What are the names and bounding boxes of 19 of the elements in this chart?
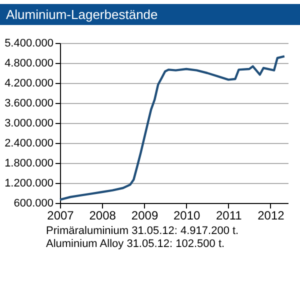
y-tick-label: 2.400.000 — [4, 138, 54, 150]
x-tick-label: 2010 — [173, 208, 201, 222]
x-tick-label: 2012 — [258, 208, 285, 222]
text: Primäraluminium 31.05.12: 4.917.200 t. — [46, 225, 240, 238]
line-series — [58, 55, 286, 201]
y-tick-label: 1.200.000 — [4, 178, 54, 190]
text: Aluminium Alloy 31.05.12: 102.500 t. — [46, 238, 226, 251]
x-tick-label: 2011 — [216, 208, 242, 222]
y-tick-label: 3.600.000 — [4, 98, 54, 110]
y-tick-label: 5.400.000 — [4, 38, 54, 50]
x-tick-label: 2007 — [47, 208, 74, 222]
x-tick-label: 2009 — [131, 208, 158, 222]
x-tick-label: 2008 — [89, 208, 116, 222]
y-tick-label: 3.000.000 — [4, 118, 54, 130]
y-tick-label: 4.800.000 — [4, 58, 54, 70]
y-tick-label: 600.000 — [14, 198, 54, 210]
y-tick-label: 1.800.000 — [4, 158, 54, 170]
y-tick-label: 4.200.000 — [4, 78, 54, 90]
chart-title: Aluminium-Lagerbestände — [0, 4, 300, 25]
